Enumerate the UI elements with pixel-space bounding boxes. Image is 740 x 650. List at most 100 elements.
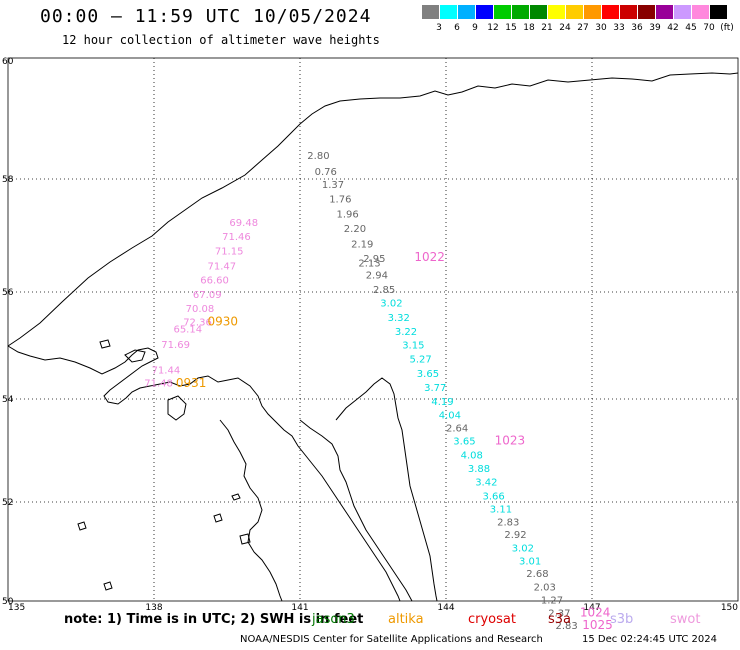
- note-text: note: 1) Time is in UTC; 2) SWH is in fe…: [64, 612, 364, 627]
- wave-height-value: 2.03: [534, 583, 556, 594]
- small-island: [77, 521, 87, 531]
- satellite-name: s3b: [610, 612, 634, 627]
- legend-label: 24: [559, 23, 571, 33]
- legend-swatch: [494, 5, 511, 19]
- shantar-island: [99, 339, 111, 349]
- legend-swatch: [674, 5, 691, 19]
- wave-height-value: 4.04: [439, 411, 461, 422]
- wave-height-value: 70.08: [186, 304, 215, 315]
- wave-height-value: 71.48: [144, 379, 173, 390]
- legend-label: 3: [436, 23, 442, 33]
- wave-height-value: 72.36: [183, 318, 212, 329]
- wave-height-value: 2.13: [358, 259, 380, 270]
- wave-height-value: 3.11: [490, 504, 512, 515]
- pass-time-label: 1022: [414, 250, 445, 264]
- wave-height-value: 3.02: [380, 298, 402, 309]
- legend-swatch: [602, 5, 619, 19]
- small-island: [213, 513, 223, 523]
- legend-swatch: [440, 5, 457, 19]
- small-island: [103, 581, 113, 591]
- shantar-island: [124, 349, 146, 363]
- wave-height-value: 2.64: [446, 423, 468, 434]
- sakhalin-west-coast: [299, 419, 413, 602]
- wave-height-value: 3.65: [453, 436, 475, 447]
- legend-swatch: [530, 5, 547, 19]
- wave-height-value: 3.01: [519, 556, 541, 567]
- legend-swatch: [692, 5, 709, 19]
- wave-height-value: 66.60: [200, 276, 229, 287]
- legend-swatch: [566, 5, 583, 19]
- lon-tick-label: 141: [291, 603, 308, 613]
- wave-height-value: 2.83: [497, 517, 519, 528]
- legend-label: 6: [454, 23, 460, 33]
- legend-label: 18: [523, 23, 535, 33]
- wave-height-value: 65.14: [173, 325, 202, 336]
- lat-tick-label: 60: [2, 57, 14, 67]
- shantar-island: [167, 395, 187, 421]
- wave-height-value: 0.76: [315, 167, 337, 178]
- satellite-name: jason3: [312, 612, 355, 627]
- legend-label: 70: [703, 23, 715, 33]
- wave-height-value: 3.02: [512, 544, 534, 555]
- legend-label: 36: [631, 23, 643, 33]
- wave-height-value: 69.48: [229, 218, 258, 229]
- wave-height-value: 2.83: [556, 621, 578, 632]
- wave-height-value: 71.15: [215, 247, 244, 258]
- wave-height-value: 2.85: [373, 285, 395, 296]
- legend-swatch: [656, 5, 673, 19]
- lat-tick-label: 56: [2, 288, 14, 298]
- satellite-name: s3a: [548, 612, 572, 627]
- wave-height-value: 5.27: [410, 355, 432, 366]
- map-title: 00:00 – 11:59 UTC 10/05/2024: [40, 6, 372, 27]
- axis-labels: 135 138 141 144 147 150 50 52 54 56 58 60: [2, 57, 738, 613]
- wave-height-value: 71.44: [152, 365, 181, 376]
- legend-swatch: [512, 5, 529, 19]
- wave-height-value: 2.20: [344, 224, 366, 235]
- wave-height-value: 2.80: [307, 151, 329, 162]
- wave-height-value: 3.15: [402, 341, 424, 352]
- wave-height-value: 1.27: [541, 595, 563, 606]
- pass-time-label: 1023: [495, 433, 526, 447]
- legend-swatch: [476, 5, 493, 19]
- pass-time-label: 1024: [580, 605, 611, 619]
- wave-height-value: 4.08: [461, 451, 483, 462]
- coastline: [7, 72, 739, 602]
- legend-label: 21: [541, 23, 553, 33]
- satellite-name: cryosat: [468, 612, 516, 627]
- legend-label: 27: [577, 23, 589, 33]
- altimeter-tracks: 2.80 0.76 1.37 1.76 1.96 2.20 2.19 2.952.132.94…: [144, 151, 577, 632]
- wave-height-value: 71.69: [161, 340, 190, 351]
- wave-height-value: 1.37: [322, 180, 344, 191]
- legend-swatch: [458, 5, 475, 19]
- lon-tick-label: 135: [8, 603, 25, 613]
- wave-height-value: 3.66: [483, 491, 505, 502]
- legend-swatch: [548, 5, 565, 19]
- small-island: [231, 493, 241, 501]
- wave-height-value: 3.88: [468, 464, 490, 475]
- map-subtitle: 12 hour collection of altimeter wave hei…: [62, 33, 380, 47]
- wave-height-value: 2.68: [526, 569, 548, 580]
- wave-height-value: 4.19: [431, 397, 453, 408]
- lat-tick-label: 52: [2, 498, 13, 508]
- wave-height-value: 1.76: [329, 195, 351, 206]
- sakhalin-east-coast: [335, 377, 438, 602]
- mainland-coast: [219, 419, 283, 602]
- wave-height-value: 71.46: [222, 232, 251, 243]
- wave-height-value: 2.95: [363, 254, 385, 265]
- lon-tick-label: 150: [721, 603, 738, 613]
- legend-label: 15: [505, 23, 517, 33]
- lat-tick-label: 58: [2, 175, 14, 185]
- legend-label: 30: [595, 23, 607, 33]
- legend-label: 39: [649, 23, 661, 33]
- map-frame: [7, 57, 739, 602]
- wave-height-value: 3.32: [388, 313, 410, 324]
- legend-label: 45: [685, 23, 697, 33]
- legend-swatch: [638, 5, 655, 19]
- wave-height-value: 2.19: [351, 239, 373, 250]
- legend-label: 9: [472, 23, 478, 33]
- legend-label: 12: [487, 23, 499, 33]
- wave-height-value: 71.47: [208, 261, 237, 272]
- satellite-name: swot: [670, 612, 701, 627]
